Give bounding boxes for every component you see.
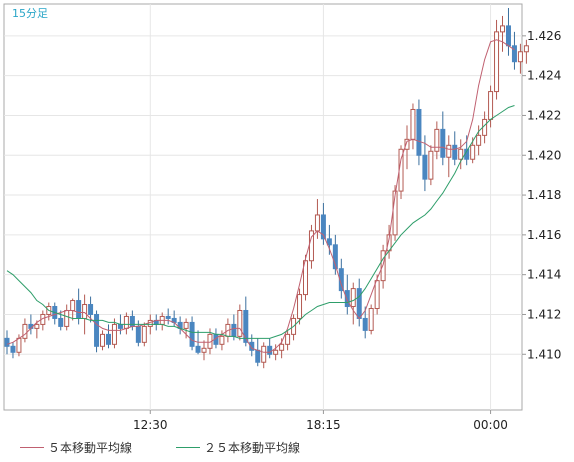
candle-body bbox=[249, 341, 255, 351]
legend-label-ma25: ２５本移動平均線 bbox=[204, 440, 301, 455]
legend-item-ma5: ５本移動平均線 bbox=[20, 432, 132, 462]
moving-average-lines bbox=[6, 39, 515, 353]
candle-body bbox=[231, 323, 237, 337]
candle-body bbox=[147, 319, 153, 327]
y-tick-label: 1.416 bbox=[527, 228, 561, 242]
candle-body bbox=[165, 315, 171, 319]
candlestick-chart: 1.410 1.412 1.414 1.416 1.418 1.420 1.422 1.424… bbox=[3, 3, 561, 432]
candle-body bbox=[135, 325, 141, 343]
candle-body bbox=[332, 244, 338, 270]
candle-body bbox=[356, 288, 362, 319]
plot-frame bbox=[3, 3, 523, 411]
candle-body bbox=[189, 321, 195, 347]
candle-body bbox=[183, 321, 189, 329]
candle-body bbox=[285, 333, 291, 345]
candle-body bbox=[100, 333, 106, 347]
candle-body bbox=[446, 144, 452, 158]
ma25-line bbox=[6, 105, 515, 339]
chart-title: 15分足 bbox=[12, 7, 48, 20]
candle-body bbox=[273, 349, 279, 355]
candle-body bbox=[500, 25, 506, 33]
candle-body bbox=[488, 91, 494, 120]
candle-body bbox=[88, 304, 94, 315]
y-tick-label: 1.420 bbox=[527, 148, 561, 162]
candle-body bbox=[511, 45, 517, 63]
candle-body bbox=[458, 148, 464, 160]
candle-body bbox=[416, 108, 422, 156]
x-tick-label: 00:00 bbox=[473, 418, 508, 432]
candle-body bbox=[22, 323, 28, 339]
y-tick-label: 1.414 bbox=[527, 268, 561, 282]
candle-body bbox=[320, 214, 326, 240]
legend-item-ma25: ２５本移動平均線 bbox=[176, 432, 300, 462]
y-tick-label: 1.410 bbox=[527, 347, 561, 361]
candle-body bbox=[434, 128, 440, 152]
candle-body bbox=[368, 308, 374, 331]
candle-body bbox=[82, 304, 88, 319]
candle-body bbox=[201, 347, 207, 353]
y-tick-label: 1.422 bbox=[527, 108, 561, 122]
legend: ５本移動平均線 ２５本移動平均線 bbox=[0, 432, 574, 462]
candle-body bbox=[350, 288, 356, 308]
candle-body bbox=[111, 323, 117, 345]
candle-body bbox=[10, 345, 16, 353]
candle-body bbox=[219, 335, 225, 345]
candle-body bbox=[267, 345, 273, 355]
candle-body bbox=[517, 51, 523, 63]
candle-body bbox=[123, 315, 129, 329]
candle-body bbox=[16, 337, 22, 353]
legend-swatch-ma25 bbox=[176, 446, 200, 448]
legend-swatch-ma5 bbox=[20, 446, 44, 448]
x-axis: 12:30 18:15 00:00 bbox=[133, 410, 508, 432]
candle-body bbox=[105, 333, 111, 345]
candle-body bbox=[129, 315, 135, 327]
candle-body bbox=[76, 300, 82, 319]
candle-body bbox=[505, 25, 511, 47]
candle-body bbox=[117, 323, 123, 329]
candle-body bbox=[476, 134, 482, 146]
candle-body bbox=[422, 154, 428, 180]
y-tick-label: 1.412 bbox=[527, 307, 561, 321]
candle-body bbox=[428, 150, 434, 180]
candle-body bbox=[243, 309, 249, 343]
candle-body bbox=[410, 108, 416, 140]
y-tick-label: 1.424 bbox=[527, 69, 561, 83]
candle-body bbox=[404, 138, 410, 150]
x-tick-label: 18:15 bbox=[306, 418, 341, 432]
candle-body bbox=[34, 323, 40, 329]
candle-body bbox=[70, 300, 76, 311]
x-tick-label: 12:30 bbox=[133, 418, 168, 432]
ma5-line bbox=[6, 39, 515, 353]
y-tick-label: 1.426 bbox=[527, 29, 561, 43]
candle-body bbox=[195, 345, 201, 353]
candle-body bbox=[58, 317, 64, 327]
candle-body bbox=[362, 317, 368, 331]
candle-body bbox=[374, 280, 380, 310]
y-tick-label: 1.418 bbox=[527, 188, 561, 202]
legend-label-ma5: ５本移動平均線 bbox=[48, 440, 133, 455]
candle-body bbox=[452, 144, 458, 160]
candle-body bbox=[237, 309, 243, 337]
candle-body bbox=[297, 294, 303, 319]
candle-body bbox=[255, 349, 261, 363]
candle-body bbox=[523, 45, 529, 53]
y-axis: 1.410 1.412 1.414 1.416 1.418 1.420 1.422 1.424… bbox=[522, 29, 561, 361]
candle-body bbox=[261, 345, 267, 363]
candle-body bbox=[314, 214, 320, 232]
candle-body bbox=[494, 31, 500, 93]
candle-body bbox=[326, 238, 332, 246]
candle-body bbox=[94, 313, 100, 347]
candle-body bbox=[440, 128, 446, 158]
candle-body bbox=[279, 343, 285, 351]
candle-body bbox=[470, 144, 476, 160]
candle-body bbox=[64, 309, 70, 327]
candle-body bbox=[4, 337, 10, 347]
candle-body bbox=[141, 325, 147, 343]
candle-body bbox=[344, 290, 350, 308]
